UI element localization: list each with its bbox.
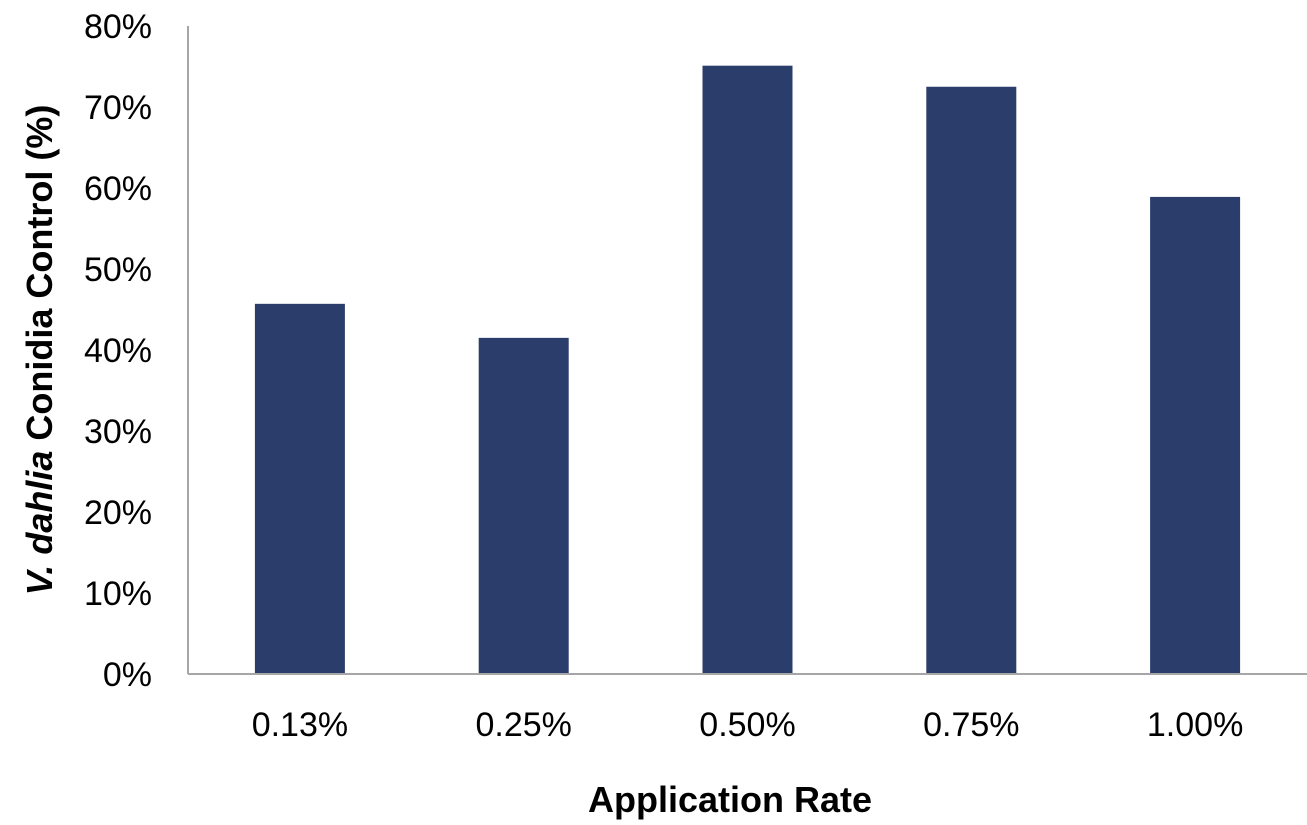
y-tick-label: 0%	[103, 656, 152, 694]
y-axis-title-part: Conidia Control (%)	[19, 105, 60, 451]
y-tick-label: 60%	[84, 170, 152, 208]
axes	[187, 26, 1307, 675]
y-tick-label: 20%	[84, 494, 152, 532]
bar	[926, 86, 1017, 674]
y-tick-label: 70%	[84, 89, 152, 127]
y-tick-label: 40%	[84, 332, 152, 370]
y-axis-title: V. dahlia Conidia Control (%)	[19, 105, 60, 596]
x-tick-label: 0.75%	[923, 706, 1019, 744]
y-tick-labels: 0% 10% 20% 30% 40% 50% 60% 70% 80%	[84, 8, 152, 694]
y-tick-label: 10%	[84, 575, 152, 613]
x-tick-label: 0.13%	[252, 706, 348, 744]
y-tick-label: 50%	[84, 251, 152, 289]
bar	[702, 65, 793, 674]
y-tick-label: 80%	[84, 8, 152, 46]
x-tick-label: 1.00%	[1147, 706, 1243, 744]
x-axis-title: Application Rate	[588, 779, 872, 820]
x-tick-labels: 0.13% 0.25% 0.50% 0.75% 1.00%	[252, 706, 1244, 744]
bar	[1150, 196, 1241, 674]
x-tick-label: 0.50%	[699, 706, 795, 744]
bar	[478, 337, 569, 674]
bar	[254, 303, 345, 674]
bars	[254, 65, 1241, 674]
y-tick-label: 30%	[84, 413, 152, 451]
y-axis-title-italic-part: V. dahlia	[19, 451, 60, 596]
x-tick-label: 0.25%	[475, 706, 571, 744]
